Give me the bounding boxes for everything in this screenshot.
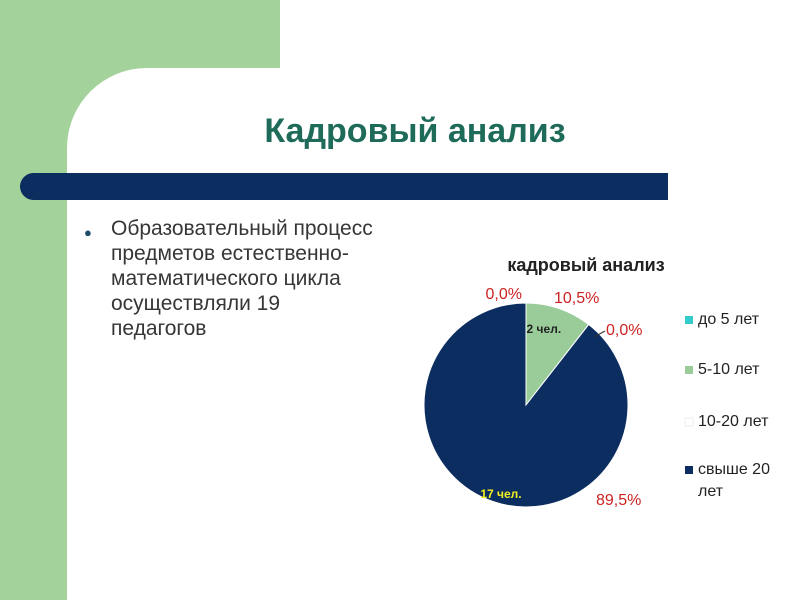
percent-label-1: 10,5% [554,290,599,307]
percent-label-3: 89,5% [596,492,641,509]
legend-label-2: 10-20 лет [698,413,769,430]
bullet-dot-icon: ● [84,225,92,240]
chart-legend: до 5 лет 5-10 лет 10-20 лет свыше 20 лет [684,311,770,500]
slide-title: Кадровый анализ [264,112,566,150]
leader-line [593,330,606,338]
title-bar [20,173,668,200]
pie-slice-3 [423,302,629,508]
percent-label-0: 0,0% [486,286,522,303]
count-label-1: 2 чел. [527,322,562,336]
pie-slice-1 [525,302,590,407]
slide-panel [67,68,800,600]
legend-label-0: до 5 лет [698,311,760,328]
count-label-3: 17 чел. [480,487,521,501]
legend-label-1: 5-10 лет [698,361,760,378]
bullet-text: Образовательный процесс предметов естест… [111,217,373,340]
legend-swatch-1 [685,366,693,374]
chart-title: кадровый анализ [507,255,664,275]
pie-chart: кадровый анализ 2 чел. 17 чел. 0,0% 10,5% 0,… [423,255,770,509]
legend-label-3: свыше 20 лет [698,461,770,500]
pie-slices [423,302,629,508]
legend-swatch-0 [685,316,693,324]
background-green-top [67,0,280,68]
legend-swatch-2 [684,417,694,427]
percent-label-2: 0,0% [606,322,642,339]
pie-labels: 2 чел. 17 чел. 0,0% 10,5% 0,0% 89,5% [480,286,642,509]
legend-swatch-3 [685,466,693,474]
background-green-left [0,0,67,600]
